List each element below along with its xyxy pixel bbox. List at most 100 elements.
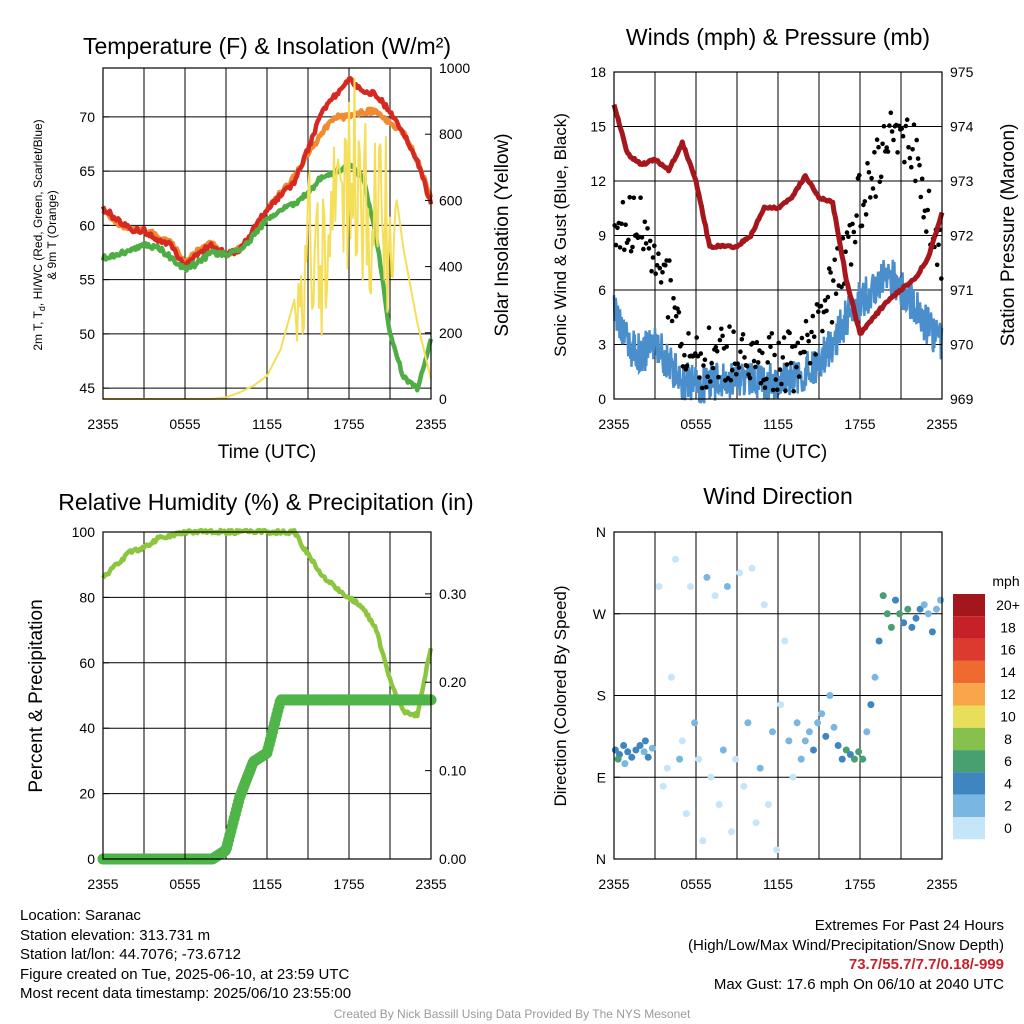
- legend-label: 0: [1004, 820, 1012, 836]
- direction-point: [624, 748, 632, 756]
- legend-swatch: [953, 616, 985, 639]
- gust-point: [631, 195, 637, 201]
- x-tick-label: 2355: [415, 876, 446, 892]
- legend-label: 12: [1000, 686, 1016, 702]
- gust-point: [758, 380, 764, 386]
- gust-point: [846, 234, 851, 239]
- gust-point: [902, 159, 907, 165]
- direction-point: [805, 728, 813, 736]
- x-tick-label: 2355: [598, 876, 629, 892]
- direction-point: [900, 619, 908, 627]
- temperature-ylabel-right: Solar Insolation (Yellow): [492, 133, 513, 336]
- wind-pressure-ticks: 2355 0555 1155 1755 2355 0 3 6 9 12 15 18 969 970 971 9…: [590, 64, 973, 432]
- gust-point: [709, 360, 714, 366]
- y-tick-label-right: 0.00: [439, 851, 466, 867]
- direction-point: [924, 610, 932, 618]
- series-2m-t: [100, 76, 434, 271]
- direction-point: [789, 773, 797, 781]
- gust-point: [787, 330, 792, 336]
- gust-point: [766, 335, 772, 340]
- gust-point: [820, 328, 825, 334]
- direction-point: [676, 755, 684, 763]
- y-tick-label-left: N: [596, 851, 606, 867]
- direction-point: [663, 764, 671, 772]
- y-tick-label-left: 50: [79, 326, 95, 342]
- gust-point: [803, 318, 809, 324]
- y-tick-label-right: 800: [439, 126, 463, 142]
- gust-point: [813, 352, 818, 357]
- humidity-precip-panel-title: Relative Humidity (%) & Precipitation (i…: [58, 489, 473, 515]
- gust-point: [770, 387, 776, 393]
- y-tick-label-left: S: [597, 688, 606, 704]
- direction-point: [644, 753, 652, 761]
- gust-point: [899, 126, 904, 131]
- gust-point: [851, 229, 857, 235]
- gust-point: [699, 385, 705, 391]
- wind-pressure-xlabel: Time (UTC): [729, 442, 828, 463]
- direction-point: [834, 742, 842, 749]
- direction-point: [752, 819, 760, 827]
- gust-point: [914, 137, 919, 143]
- gust-point: [816, 309, 821, 315]
- direction-point: [628, 753, 636, 761]
- gust-point: [639, 235, 645, 240]
- y-tick-label-right: 974: [950, 119, 974, 135]
- direction-point: [871, 673, 879, 681]
- gust-point: [915, 156, 921, 161]
- legend-swatch: [953, 638, 985, 661]
- y-tick-label-right: 970: [950, 337, 974, 353]
- direction-point: [797, 755, 805, 763]
- x-tick-label: 1155: [252, 876, 282, 892]
- gust-point: [850, 221, 855, 227]
- direction-point: [883, 610, 891, 618]
- gust-point: [710, 365, 716, 371]
- gust-point: [791, 388, 796, 394]
- humidity-precip-series: [97, 527, 437, 865]
- legend-label: 20+: [996, 597, 1020, 613]
- gust-point: [622, 247, 627, 253]
- gust-point: [750, 340, 755, 346]
- gust-point: [649, 268, 654, 274]
- gust-point: [792, 343, 798, 349]
- x-tick-label: 2355: [926, 876, 957, 892]
- direction-point: [879, 592, 887, 600]
- y-tick-label-right: 969: [950, 391, 974, 407]
- gust-point: [924, 229, 929, 234]
- direction-point: [920, 601, 928, 609]
- direction-point: [723, 583, 731, 590]
- gust-point: [686, 331, 691, 336]
- direction-point: [887, 623, 895, 631]
- gust-point: [680, 364, 686, 369]
- gust-point: [832, 257, 837, 263]
- direction-point: [641, 737, 649, 745]
- temperature-ylabel-part-a: 2m T, T: [31, 310, 45, 350]
- gust-point: [918, 194, 924, 200]
- gust-point: [724, 344, 729, 349]
- legend-swatch: [953, 727, 985, 751]
- wind-pressure-ylabel-right: Station Pressure (Maroon): [998, 124, 1019, 347]
- gust-point: [698, 351, 704, 356]
- extremes-subtitle: (High/Low/Max Wind/Precipitation/Snow De…: [688, 936, 1004, 954]
- gust-point: [719, 326, 724, 332]
- wind-pressure-panel: Winds (mph) & Pressure (mb) 2355 0555 1155…: [551, 24, 1019, 463]
- gust-point: [682, 352, 687, 358]
- gust-point: [613, 242, 619, 248]
- y-tick-label-left: 0: [598, 391, 606, 407]
- gust-point: [825, 294, 831, 300]
- direction-point: [810, 746, 817, 754]
- gust-point: [744, 364, 750, 369]
- gust-point: [868, 195, 873, 200]
- temperature-ticks: 2355 0555 1155 1755 2355 45 50 55 60 65 70 0 200 400 6…: [79, 60, 470, 432]
- wind-direction-panel: Wind Direction 2355 0555 1155 1755 2355 N E S W N…: [551, 483, 1020, 892]
- y-tick-label-left: 18: [590, 64, 606, 80]
- temperature-panel-title: Temperature (F) & Insolation (W/m²): [83, 33, 451, 59]
- y-tick-label-left: 70: [79, 109, 95, 125]
- legend-swatch: [953, 660, 985, 684]
- direction-point: [744, 719, 752, 727]
- gust-point: [760, 350, 765, 356]
- gust-point: [654, 263, 660, 268]
- gust-point: [717, 337, 723, 343]
- direction-point: [672, 555, 679, 563]
- station-elevation: Station elevation: 313.731 m: [20, 926, 211, 944]
- direction-point: [937, 596, 945, 604]
